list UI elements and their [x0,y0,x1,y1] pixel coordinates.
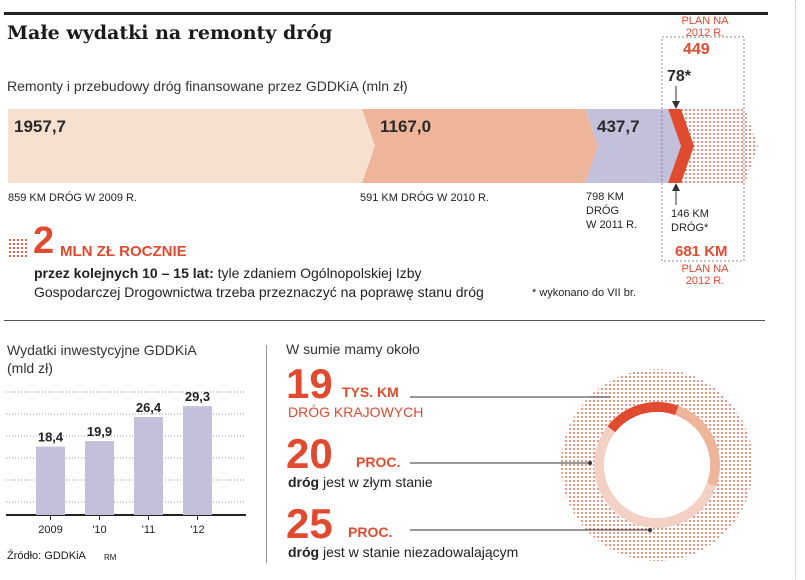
km-2009: 859 KM DRÓG W 2009 R. [8,192,137,204]
ring-inner-hole [604,412,710,518]
segment-2009 [8,109,375,183]
section-divider [4,320,765,321]
plan-bottom-label: PLAN NA 2012 R. [670,263,740,287]
stat-20-rest: jest w złym stanie [319,474,433,490]
top-rule [4,12,768,15]
chart-subtitle: Remonty i przebudowy dróg finansowane pr… [7,78,408,94]
stat-25-desc: dróg jest w stanie niezadowalającym [288,544,518,560]
callout-number: 2 [33,220,55,262]
stat-20-bold: dróg [288,474,320,490]
stats-title: W sumie mamy około [286,341,420,357]
stat-19-number: 19 [286,360,333,407]
segment-2011 [585,109,681,183]
x-tick-label: '10 [92,524,106,536]
bar-value-label: 29,3 [185,389,210,404]
km-2010: 591 KM DRÓG W 2010 R. [360,192,489,204]
column-divider [266,345,267,563]
plan-top-value: 449 [683,41,710,58]
stat-20-number: 20 [286,430,333,477]
stat-25-bold: dróg [288,544,320,560]
value-2009: 1957,7 [14,117,66,136]
stat-19-line2: DRÓG KRAJOWYCH [288,404,424,420]
callout-text-line1: przez kolejnych 10 – 15 lat: tyle zdanie… [34,265,422,281]
bar-chart-title: Wydatki inwestycyjne GDDKiA (mld zł) [7,341,197,377]
x-tick-label: 2009 [38,524,62,536]
km-2011-line2: DRÓG [586,205,619,217]
arrow-down-icon [672,101,680,109]
plan-top-line2: 2012 R. [685,27,725,39]
bar-'10 [85,441,114,515]
bar-value-label: 26,4 [136,400,162,415]
value-2012-done: 78* [667,68,692,85]
footnote: * wykonano do VII br. [532,287,636,299]
stat-19-unit: TYS. KM [342,384,399,400]
plan-bottom-value: 681 KM [675,243,728,260]
leader-dot-25 [648,528,652,532]
km-2011: 798 KM DRÓG W 2011 R. [586,190,637,232]
leader-dot-20 [588,461,592,465]
segment-plan-2012 [681,109,758,183]
spending-arrow-bar [8,36,758,262]
callout-line1: tyle zdaniem Ogólnopolskiej Izby [213,265,422,281]
plan-dashed-box [661,36,745,262]
km-2012-line1: 146 KM [671,208,709,220]
km-2011-line1: 798 KM [586,191,624,203]
callout-bold: przez kolejnych 10 – 15 lat: [34,265,214,281]
segment-2010 [362,109,598,183]
stat-20-desc: dróg jest w złym stanie [288,474,433,490]
dotted-square-icon [8,238,28,258]
stat-25-number: 25 [286,500,333,547]
bar-chart-title-line2: (mld zł) [7,360,53,376]
stat-20-unit: PROC. [356,454,401,470]
page-title: Małe wydatki na remonty dróg [7,22,333,44]
stat-25-unit: PROC. [348,524,393,540]
x-tick-label: '11 [142,524,156,536]
edge-guide [795,0,797,580]
bar-'11 [134,416,163,515]
bar-'12 [183,406,212,515]
source: Źródło: GDDKiA [7,550,86,562]
value-2010: 1167,0 [380,117,432,136]
x-tick-label: '12 [190,524,204,536]
callout-text-line2: Gospodarczej Drogownictwa trzeba przezna… [34,284,484,300]
author: RM [104,553,117,562]
plan-bottom-line1: PLAN NA [681,263,729,275]
plan-top-line1: PLAN NA [681,15,729,27]
callout-unit: MLN ZŁ ROCZNIE [60,243,187,260]
km-2012: 146 KM DRÓG* [671,207,709,235]
ring-slice-2 [594,426,717,528]
bar-2009 [36,446,65,515]
bar-value-label: 19,9 [87,424,112,439]
value-2011: 437,7 [597,117,640,136]
km-2012-line2: DRÓG* [671,222,709,234]
km-2011-line3: W 2011 R. [586,219,638,231]
stat-25-rest: jest w stanie niezadowalającym [319,544,519,560]
plan-top-label: PLAN NA 2012 R. [670,15,740,39]
bar-chart-title-line1: Wydatki inwestycyjne GDDKiA [7,342,197,358]
plan-bottom-line2: 2012 R. [685,275,725,287]
ring-slice-1 [675,405,720,487]
arrow-up-icon [672,183,680,191]
ring-slice-0 [607,402,679,433]
bar-value-label: 18,4 [38,430,64,445]
road-condition-ring [410,369,753,561]
investment-bar-chart: 18,4 2009 19,9 '10 26,4 '11 29,3 '12 [6,389,246,536]
